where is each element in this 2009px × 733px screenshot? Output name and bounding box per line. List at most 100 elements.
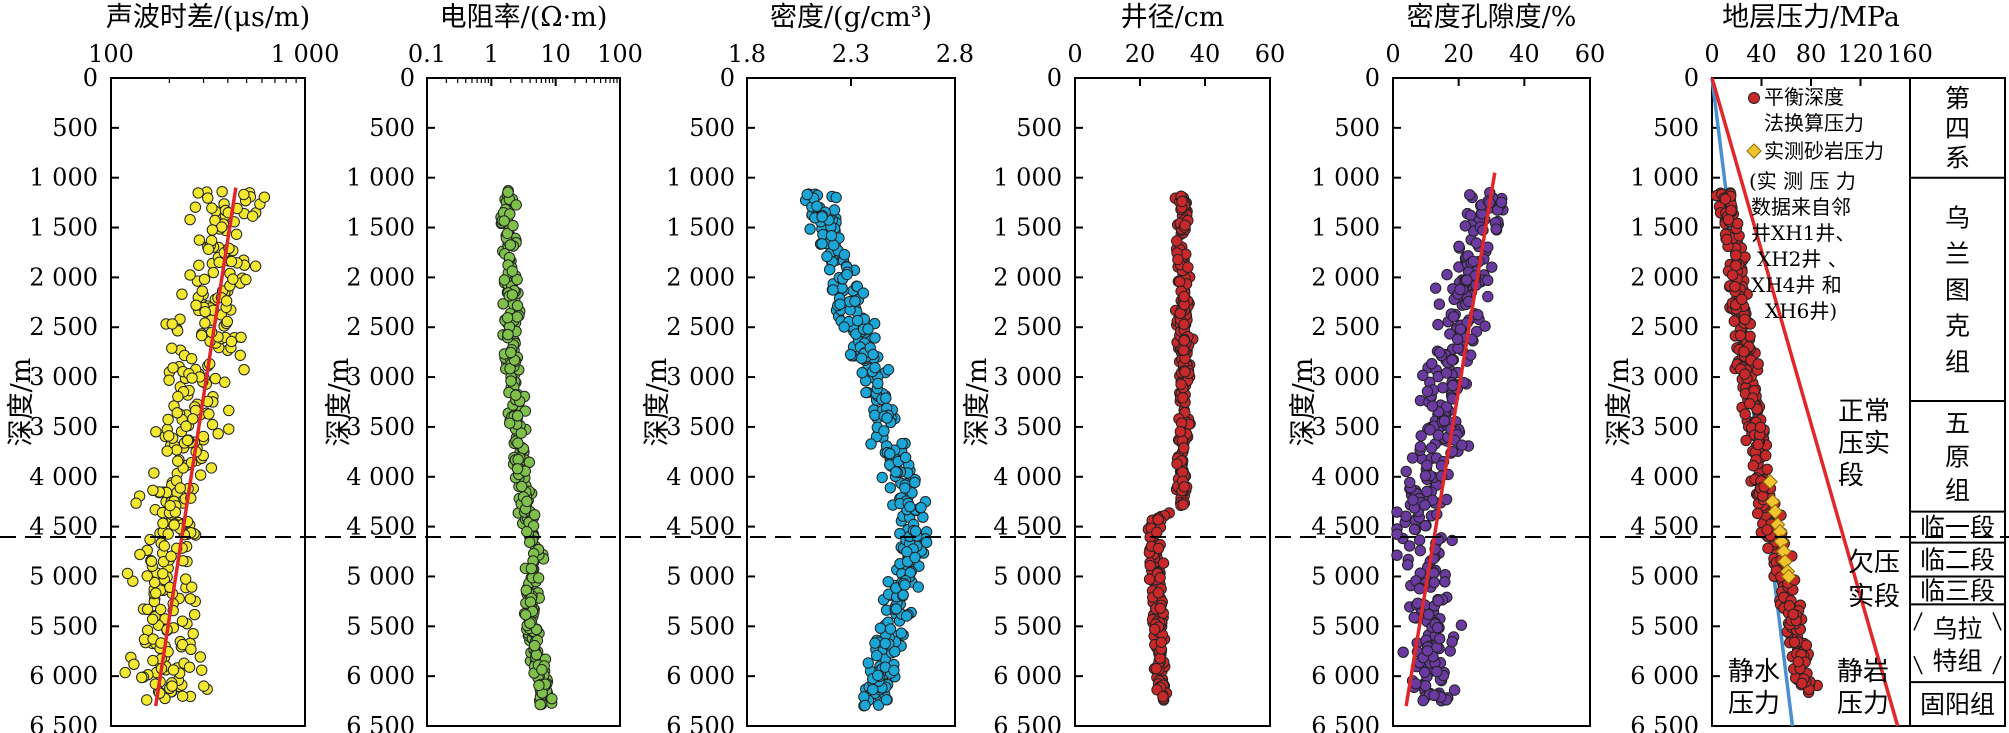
y-tick-label: 1 000 [29, 164, 98, 192]
data-point [1428, 576, 1440, 589]
data-point [1421, 645, 1434, 657]
data-point [1446, 636, 1458, 648]
y-tick-label: 4 000 [1630, 463, 1699, 491]
data-point [145, 555, 158, 568]
balance-pressure-point [1720, 233, 1733, 246]
data-point [176, 615, 189, 627]
data-point [238, 363, 250, 376]
data-point [195, 329, 208, 342]
data-point [502, 328, 514, 341]
data-point [184, 213, 196, 226]
data-point [506, 265, 519, 277]
panel-title: 密度/(g/cm³) [770, 2, 932, 33]
data-point [166, 318, 178, 330]
data-point [1149, 623, 1161, 635]
data-point [1391, 528, 1403, 540]
data-point [521, 495, 533, 508]
data-point [909, 551, 921, 564]
data-point [498, 274, 511, 286]
data-point [176, 690, 189, 702]
data-point [501, 311, 514, 324]
data-point [1173, 275, 1186, 288]
data-point [187, 627, 199, 640]
data-point [904, 501, 916, 513]
legend-note-2: 数据来自邻 [1751, 195, 1851, 219]
y-tick-label: 5 000 [29, 562, 98, 590]
data-point [246, 210, 259, 222]
data-point [127, 575, 139, 587]
y-tick-label: 500 [1653, 114, 1699, 142]
data-point [920, 536, 933, 549]
data-point [1177, 344, 1190, 357]
data-point [1417, 694, 1429, 707]
plot-frame [1392, 77, 1591, 727]
y-tick-label: 1 000 [1630, 164, 1699, 192]
data-point [505, 346, 517, 359]
panel-caliper: 井径/cm 0 20 40 60 0 500 1 000 1 500 2 000 2 500 3 00… [962, 2, 1285, 733]
balance-pressure-point [1747, 459, 1759, 472]
data-point [1440, 367, 1453, 379]
data-point [1151, 526, 1163, 538]
legend-sandstone-label: 实测砂岩压力 [1764, 139, 1884, 163]
y-tick-label: 4 000 [1311, 463, 1380, 491]
annotation-normal-compaction-2: 压实 [1838, 429, 1890, 459]
data-point [546, 693, 558, 705]
y-tick-label: 2 000 [29, 263, 98, 291]
data-point [1403, 540, 1416, 552]
y-tick-label: 3 500 [29, 413, 98, 441]
data-point [867, 683, 879, 696]
data-point [1150, 662, 1162, 675]
data-point [195, 664, 208, 676]
data-point [164, 499, 176, 512]
data-point [872, 377, 884, 390]
balance-pressure-point [1740, 434, 1752, 447]
data-point [838, 321, 850, 333]
data-point [249, 260, 262, 272]
data-point [827, 239, 840, 251]
data-point [194, 469, 207, 481]
balance-pressure-point [1757, 490, 1769, 502]
data-point [830, 191, 842, 204]
data-point [909, 476, 921, 489]
data-point [1431, 621, 1444, 634]
data-point [534, 698, 546, 711]
data-point [227, 273, 239, 285]
data-point [166, 342, 178, 354]
legend-note-1: (实 测 压 力 [1749, 169, 1856, 193]
data-point [825, 229, 838, 242]
data-point [130, 497, 142, 509]
y-tick-label: 5 500 [1311, 612, 1380, 640]
data-point [1175, 378, 1187, 390]
data-point [1418, 666, 1431, 678]
data-point [234, 349, 246, 361]
panel-title: 声波时差/(μs/m) [106, 2, 310, 33]
strata-label: 临二段 [1920, 546, 1995, 575]
data-point [516, 480, 528, 493]
data-point [121, 567, 134, 580]
data-point [507, 219, 519, 232]
data-point [1444, 645, 1456, 657]
data-point [1176, 195, 1188, 208]
y-tick-label: 4 000 [29, 463, 98, 491]
data-point [816, 211, 828, 223]
pressure-extras: 平衡深度 法换算压力 实测砂岩压力 (实 测 压 力 数据来自邻 井XH1井、 … [1728, 85, 1900, 719]
x-tick-label: 2.3 [832, 40, 870, 68]
y-tick-label: 0 [1684, 64, 1699, 92]
strata-label-char: 四 [1945, 114, 1970, 143]
strata-label-char: 五 [1945, 409, 1970, 438]
data-point [189, 201, 202, 213]
data-point [821, 250, 833, 263]
y-axis-label: 深度/m [962, 358, 993, 447]
data-point [221, 315, 234, 328]
y-tick-label: 3 500 [346, 413, 415, 441]
data-point [148, 576, 161, 589]
data-point [511, 410, 524, 422]
data-point [1413, 583, 1426, 595]
x-tick-label: 20 [1443, 40, 1474, 68]
y-tick-label: 1 000 [1311, 164, 1380, 192]
data-point [158, 540, 171, 552]
y-tick-label: 6 500 [1311, 712, 1380, 733]
data-point [146, 613, 159, 626]
data-point [1178, 481, 1190, 493]
